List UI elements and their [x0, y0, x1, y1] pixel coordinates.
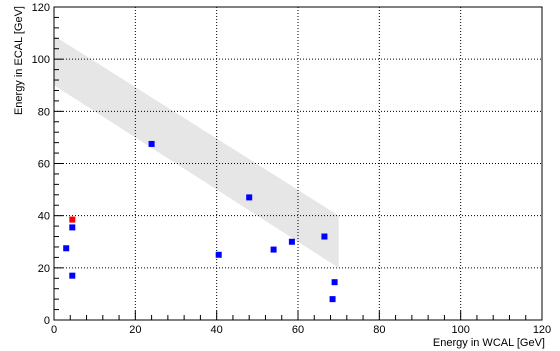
data-point [63, 245, 70, 252]
y-tick-label: 40 [38, 211, 50, 223]
grid-layer [54, 7, 542, 320]
x-tick-label: 0 [51, 324, 57, 336]
data-point [246, 194, 253, 201]
x-tick-label: 120 [533, 324, 551, 336]
x-tick-label: 20 [129, 324, 141, 336]
x-tick-label: 100 [451, 324, 469, 336]
x-axis-title: Energy in WCAL [GeV] [433, 337, 545, 349]
point-layer [63, 140, 338, 303]
y-tick-label: 20 [38, 263, 50, 275]
data-point [321, 233, 328, 240]
y-tick-label: 100 [32, 54, 50, 66]
y-axis-title: Energy in ECAL [GeV] [13, 6, 25, 115]
y-tick-label: 80 [38, 106, 50, 118]
y-tick-label: 120 [32, 2, 50, 14]
data-point [69, 224, 76, 231]
data-point [331, 279, 338, 286]
y-tick-label: 0 [44, 315, 50, 327]
data-point [148, 140, 155, 147]
data-point [288, 238, 295, 245]
x-tick-label: 40 [211, 324, 223, 336]
data-point [215, 251, 222, 258]
label-layer: 0 20 40 60 80 100 120 0 20 40 60 80 100 120 [32, 2, 552, 336]
acceptance-band [54, 35, 339, 268]
y-tick-label: 60 [38, 159, 50, 171]
x-tick-label: 80 [373, 324, 385, 336]
x-tick-label: 60 [292, 324, 304, 336]
data-point [69, 216, 76, 223]
tick-layer [53, 6, 543, 321]
data-point [69, 272, 76, 279]
data-point [329, 296, 336, 303]
band-layer [54, 35, 339, 268]
data-point [270, 246, 277, 253]
